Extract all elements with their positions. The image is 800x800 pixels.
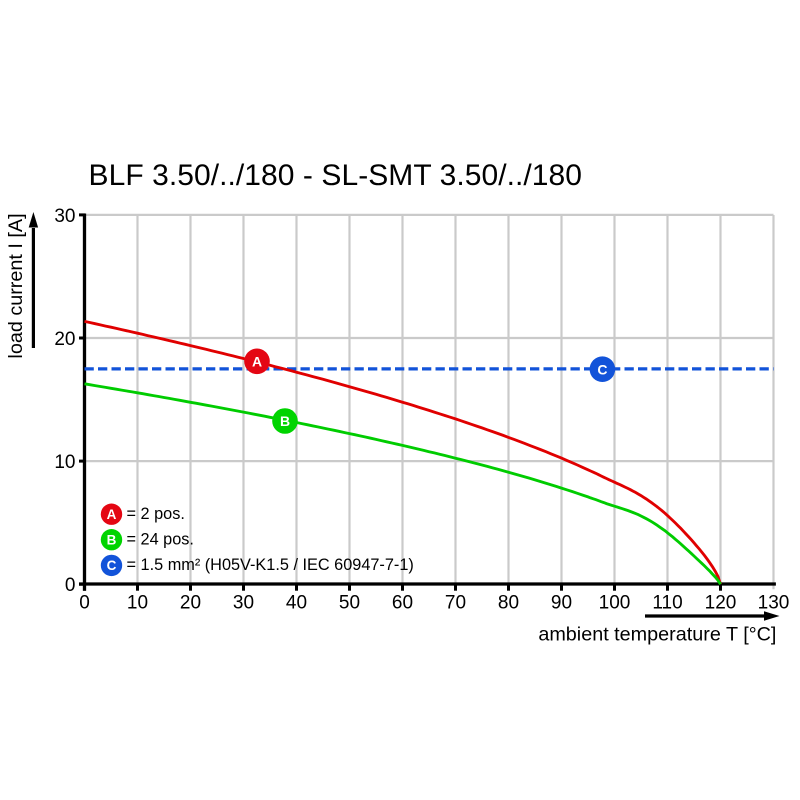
svg-text:80: 80 — [498, 593, 519, 614]
svg-text:C: C — [597, 361, 607, 377]
svg-text:110: 110 — [652, 593, 682, 614]
svg-text:A: A — [252, 353, 262, 369]
svg-text:60: 60 — [392, 593, 413, 614]
svg-text:130: 130 — [758, 593, 790, 614]
svg-text:10: 10 — [54, 452, 75, 473]
svg-text:0: 0 — [65, 575, 76, 596]
svg-text:ambient temperature T [°C]: ambient temperature T [°C] — [538, 624, 776, 646]
svg-text:40: 40 — [286, 593, 307, 614]
svg-text:50: 50 — [339, 593, 360, 614]
svg-text:20: 20 — [54, 329, 75, 350]
svg-text:100: 100 — [599, 593, 631, 614]
svg-text:C: C — [107, 558, 117, 573]
svg-text:BLF 3.50/../180 - SL-SMT 3.50/: BLF 3.50/../180 - SL-SMT 3.50/../180 — [89, 159, 583, 192]
svg-text:30: 30 — [233, 593, 254, 614]
svg-text:90: 90 — [551, 593, 572, 614]
svg-text:B: B — [107, 532, 117, 547]
svg-text:= 2 pos.: = 2 pos. — [127, 505, 185, 523]
svg-text:120: 120 — [705, 593, 737, 614]
svg-text:30: 30 — [54, 206, 75, 227]
svg-text:load current I [A]: load current I [A] — [5, 213, 27, 358]
svg-text:10: 10 — [127, 593, 148, 614]
svg-text:B: B — [280, 413, 290, 429]
svg-text:20: 20 — [180, 593, 201, 614]
svg-text:70: 70 — [445, 593, 466, 614]
svg-text:A: A — [107, 507, 117, 522]
svg-text:= 24 pos.: = 24 pos. — [127, 530, 194, 548]
svg-text:= 1.5 mm² (H05V-K1.5 / IEC 609: = 1.5 mm² (H05V-K1.5 / IEC 60947-7-1) — [127, 556, 414, 574]
svg-text:0: 0 — [79, 593, 90, 614]
